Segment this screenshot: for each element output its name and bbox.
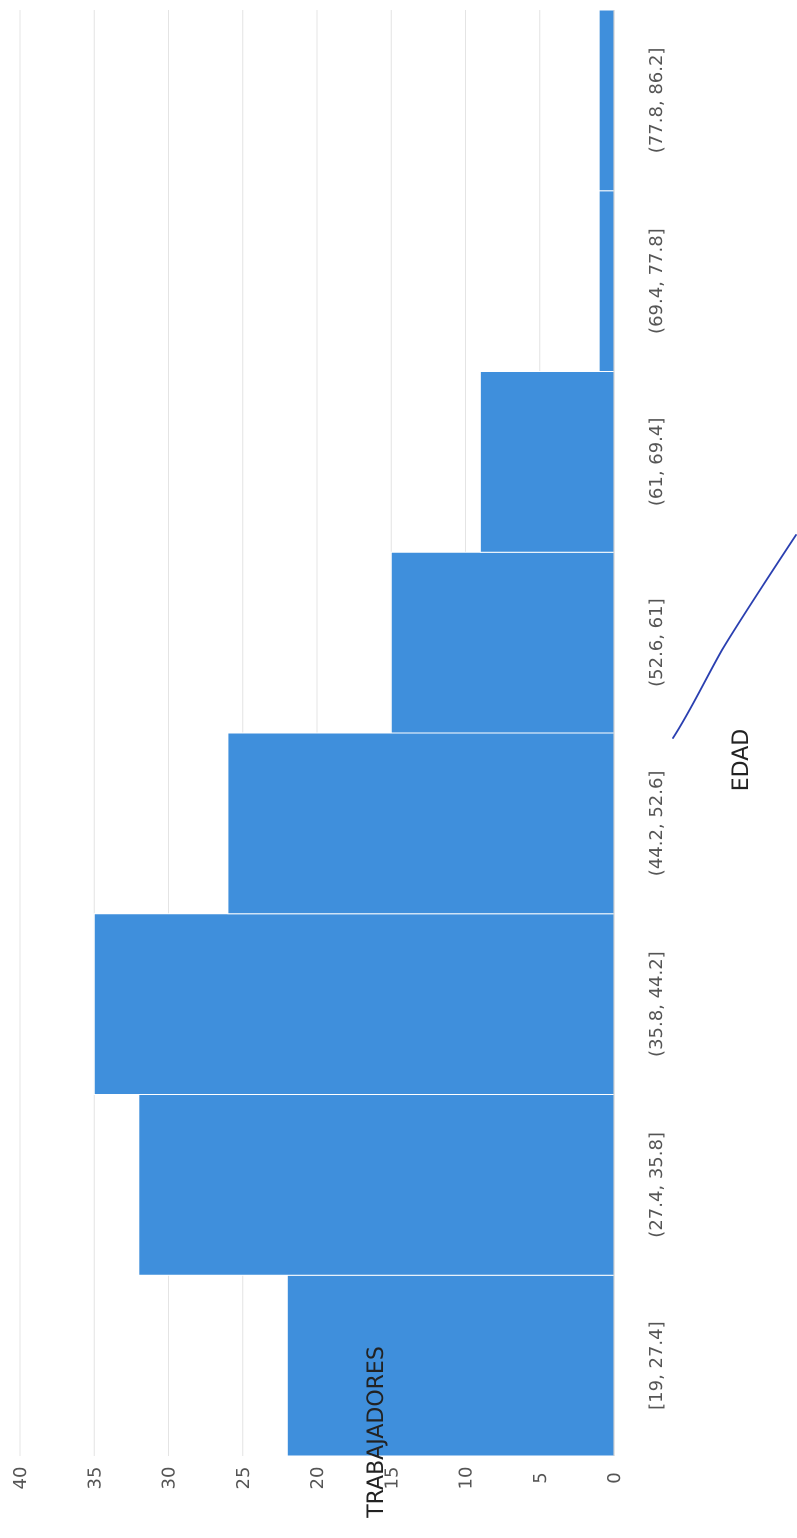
y-tick-label: 40 bbox=[10, 1467, 31, 1490]
y-tick-label: 10 bbox=[456, 1467, 477, 1490]
y-tick-label: 0 bbox=[604, 1472, 625, 1483]
bar bbox=[227, 732, 615, 915]
x-tick-label: [19, 27.4] bbox=[646, 1321, 667, 1409]
x-tick-label: (69.4, 77.8] bbox=[646, 228, 667, 334]
y-tick-labels: 0 5 10 15 20 25 30 35 40 bbox=[10, 1467, 625, 1490]
y-tick-label: 35 bbox=[84, 1467, 105, 1490]
bar bbox=[479, 371, 615, 553]
handwritten-pen-stroke bbox=[672, 534, 797, 739]
x-tick-label: (44.2, 52.6] bbox=[646, 771, 667, 877]
bar bbox=[286, 1274, 615, 1457]
bars bbox=[93, 9, 615, 1457]
x-tick-label: (52.6, 61] bbox=[646, 598, 667, 686]
x-tick-label: (77.8, 86.2] bbox=[646, 48, 667, 154]
y-tick-label: 20 bbox=[307, 1467, 328, 1490]
y-tick-label: 30 bbox=[159, 1467, 180, 1490]
y-axis-title: TRABAJADORES bbox=[364, 1346, 389, 1519]
y-tick-label: 15 bbox=[381, 1467, 402, 1490]
y-tick-label: 25 bbox=[233, 1467, 254, 1490]
x-tick-label: (27.4, 35.8] bbox=[646, 1132, 667, 1238]
bar bbox=[138, 1094, 615, 1276]
y-tick-label: 5 bbox=[530, 1472, 551, 1483]
bar bbox=[598, 190, 615, 372]
bar bbox=[390, 551, 615, 734]
bar bbox=[598, 9, 615, 192]
x-tick-label: (35.8, 44.2] bbox=[646, 951, 667, 1057]
x-axis-title: EDAD bbox=[729, 729, 754, 791]
x-tick-label: (61, 69.4] bbox=[646, 418, 667, 506]
bar bbox=[93, 913, 615, 1095]
x-tick-labels: [19, 27.4] (27.4, 35.8] (35.8, 44.2] (44.2,… bbox=[646, 48, 667, 1410]
